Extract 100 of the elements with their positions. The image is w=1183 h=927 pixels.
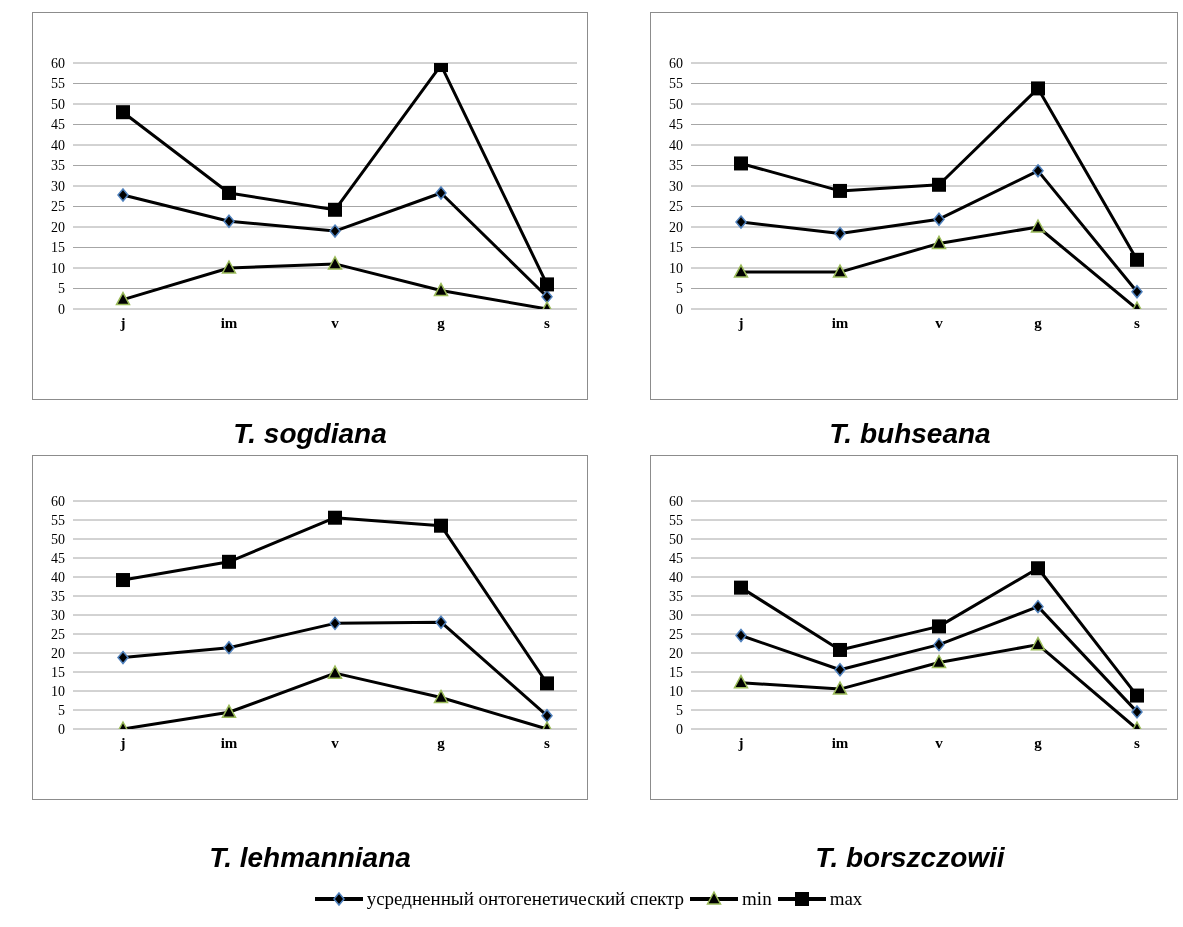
y-tick-label: 35 (669, 588, 683, 604)
y-tick-label: 60 (51, 493, 65, 509)
y-tick-label: 30 (51, 607, 65, 623)
y-tick-label: 55 (51, 512, 65, 528)
point (433, 282, 449, 297)
y-tick-label: 35 (669, 158, 683, 174)
y-tick-label: 10 (51, 683, 65, 699)
x-tick-label: j (737, 314, 744, 331)
point (327, 665, 343, 679)
y-tick-label: 50 (669, 96, 683, 112)
x-tick-label: im (831, 314, 849, 331)
y-tick-label: 25 (669, 199, 683, 215)
point (832, 264, 848, 278)
point (733, 674, 749, 689)
y-tick-label: 15 (669, 240, 683, 256)
y-tick-label: 40 (669, 137, 683, 153)
y-tick-label: 40 (51, 569, 65, 585)
x-tick-label: v (935, 314, 944, 331)
y-tick-label: 45 (51, 550, 65, 566)
point (541, 708, 553, 723)
y-tick-label: 20 (669, 219, 683, 235)
point (933, 637, 945, 652)
x-tick-label: s (1134, 314, 1141, 331)
y-tick-label: 15 (51, 240, 65, 256)
y-tick-label: 45 (669, 117, 683, 133)
y-tick-label: 5 (676, 281, 683, 297)
point (117, 650, 129, 665)
y-tick-label: 5 (58, 281, 65, 297)
x-tick-label: j (119, 314, 126, 331)
point (1130, 252, 1144, 267)
point (117, 188, 129, 202)
y-tick-label: 5 (676, 702, 683, 718)
y-tick-label: 10 (51, 260, 65, 276)
y-tick-label: 45 (669, 550, 683, 566)
y-tick-label: 0 (58, 301, 65, 317)
x-tick-label: j (119, 734, 126, 751)
x-tick-label: v (935, 734, 944, 751)
y-tick-label: 30 (669, 607, 683, 623)
legend-label: max (829, 888, 863, 910)
y-tick-label: 0 (676, 721, 683, 737)
x-tick-label: im (831, 734, 849, 751)
y-tick-label: 60 (669, 493, 683, 509)
legend-label: min (742, 888, 772, 910)
point (931, 235, 947, 250)
x-tick-label: g (1034, 734, 1043, 751)
point (1032, 599, 1044, 614)
y-tick-label: 55 (669, 512, 683, 528)
y-tick-label: 0 (58, 721, 65, 737)
point (116, 573, 130, 588)
point (735, 628, 747, 643)
point (832, 681, 848, 695)
point (1030, 219, 1046, 233)
x-tick-label: v (331, 314, 340, 331)
y-tick-label: 20 (669, 645, 683, 661)
y-tick-label: 15 (51, 664, 65, 680)
point (221, 260, 237, 274)
point (1131, 705, 1143, 719)
y-tick-label: 50 (51, 96, 65, 112)
y-tick-label: 25 (51, 199, 65, 215)
x-tick-label: im (220, 734, 238, 751)
y-tick-label: 20 (51, 645, 65, 661)
point (328, 510, 342, 525)
text: T. lehmanniana (208, 842, 412, 874)
point (1131, 285, 1143, 299)
y-tick-label: 55 (669, 76, 683, 92)
y-tick-label: 30 (669, 178, 683, 194)
y-tick-label: 50 (669, 531, 683, 547)
point (834, 226, 846, 241)
point (115, 291, 131, 306)
x-tick-label: g (437, 734, 446, 751)
y-tick-label: 30 (51, 178, 65, 194)
point (329, 616, 341, 631)
y-tick-label: 40 (669, 569, 683, 585)
point (221, 704, 237, 719)
y-tick-label: 5 (58, 702, 65, 718)
y-tick-label: 25 (51, 626, 65, 642)
point (327, 256, 343, 270)
point (931, 654, 947, 669)
point (435, 186, 447, 200)
point (733, 264, 749, 278)
y-tick-label: 60 (51, 55, 65, 71)
x-tick-label: im (220, 314, 238, 331)
point (1130, 688, 1144, 703)
point (734, 156, 748, 171)
text: T. buhseana (828, 418, 992, 450)
point (1032, 164, 1044, 178)
point (1031, 81, 1045, 96)
text: T. borszczowii (814, 842, 1006, 874)
point (223, 214, 235, 229)
x-tick-label: g (437, 314, 446, 331)
y-tick-label: 35 (51, 158, 65, 174)
point (116, 105, 130, 120)
point (932, 177, 946, 192)
point (540, 277, 554, 292)
point (433, 689, 449, 704)
point (541, 289, 553, 304)
y-tick-label: 10 (669, 260, 683, 276)
x-tick-label: j (737, 734, 744, 751)
y-tick-label: 55 (51, 76, 65, 92)
x-tick-label: s (1134, 734, 1141, 751)
